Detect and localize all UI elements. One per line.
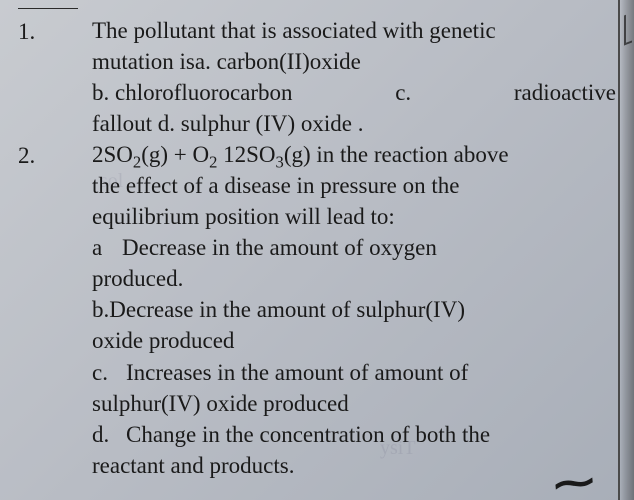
q2-opt-c-label: c. [92,357,126,388]
q2-opt-c-line2: sulphur(IV) oxide produced [92,388,616,419]
q2-stem2: the effect of a disease in pressure on t… [92,170,616,201]
q2-opt-d-line1: Change in the concentration of both the [126,419,616,450]
q2-opt-a-label: a [92,232,122,263]
q2-opt-d-line2: reactant and products. [92,450,616,481]
handwritten-mark: ⁓ [552,457,596,500]
scanned-page: 1. The pollutant that is associated with… [0,0,634,500]
q1-stem-line1: The pollutant that is associated with ge… [92,15,616,46]
margin-tick-icon [624,13,632,46]
q2-eq-sub3: 3 [276,153,284,172]
q1-tail: fallout d. sulphur (IV) oxide . [92,108,616,139]
q2-opt-a-line1: Decrease in the amount of oxygen [122,232,616,263]
q2-opt-b-line2: oxide produced [92,325,616,356]
q1-opt-c-text: radioactive [514,77,616,108]
q2-eq-sub1: 2 [133,153,141,172]
question-2: 2. 2SO2(g) + O2 12SO3(g) in the reaction… [18,139,620,481]
q1-opt-c-label: c. [395,77,411,108]
question-1: 1. The pollutant that is associated with… [18,15,620,139]
q2-eq-mid2: 12SO [217,142,275,167]
q2-opt-d-label: d. [92,419,126,450]
question-2-body: 2SO2(g) + O2 12SO3(g) in the reaction ab… [92,139,620,481]
q2-opt-a-line2: produced. [92,263,616,294]
q2-opt-d-row: d. Change in the concentration of both t… [92,419,616,450]
q2-eq-post: (g) in the reaction above [284,142,509,167]
top-rule [18,8,78,9]
q2-opt-c-line1: Increases in the amount of amount of [126,357,616,388]
q1-opt-b: b. chlorofluorocarbon [92,77,293,108]
q1-options-row: b. chlorofluorocarbon c. radioactive [92,77,616,108]
q2-equation-line: 2SO2(g) + O2 12SO3(g) in the reaction ab… [92,139,616,170]
page-right-edge [618,0,634,500]
q2-eq-pre: 2SO [92,142,133,167]
q2-opt-a-row: a Decrease in the amount of oxygen [92,232,616,263]
question-1-body: The pollutant that is associated with ge… [92,15,620,139]
q2-opt-b-line1: b.Decrease in the amount of sulphur(IV) [92,294,616,325]
question-number-2: 2. [18,139,92,171]
q1-stem-line2: mutation isa. carbon(II)oxide [92,46,616,77]
question-number-1: 1. [18,15,92,47]
q2-opt-c-row: c. Increases in the amount of amount of [92,357,616,388]
q2-stem3: equilibrium position will lead to: [92,201,616,232]
q2-eq-mid1: (g) + O [141,142,209,167]
